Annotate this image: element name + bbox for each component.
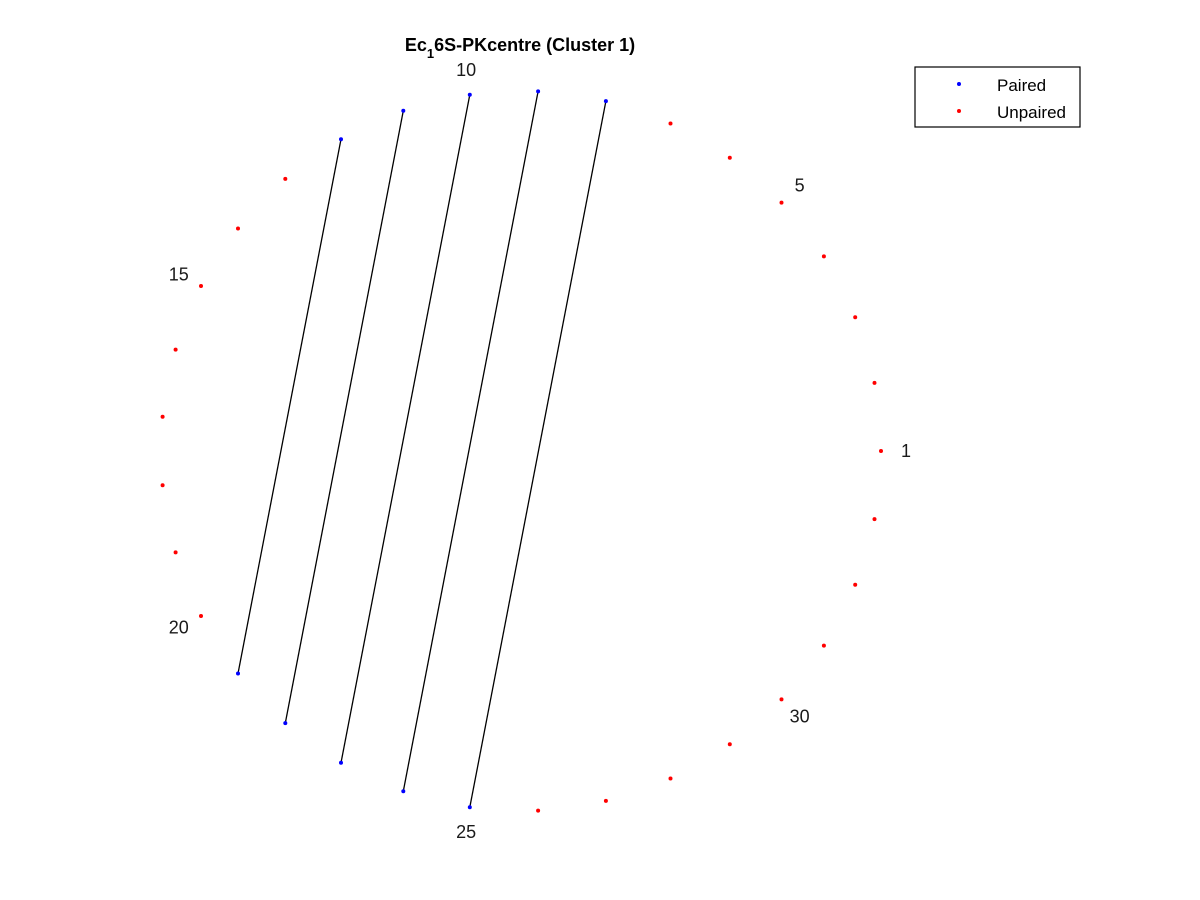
paired-point-24 <box>401 789 406 794</box>
legend-label-paired: Paired <box>997 76 1046 95</box>
position-label-20: 20 <box>169 617 189 637</box>
unpaired-point-17 <box>160 414 165 419</box>
unpaired-point-16 <box>173 347 178 352</box>
legend-label-unpaired: Unpaired <box>997 103 1066 122</box>
pair-line-11-22 <box>284 110 404 724</box>
position-label-25: 25 <box>456 822 476 842</box>
unpaired-point-29 <box>727 742 732 747</box>
paired-point-12 <box>339 137 343 142</box>
unpaired-point-13 <box>283 176 288 181</box>
legend-marker-paired <box>957 82 961 86</box>
paired-point-11 <box>401 108 406 113</box>
position-label-5: 5 <box>795 175 805 195</box>
chart-title-main: Ec <box>405 35 427 55</box>
pair-line-12-21 <box>237 139 342 674</box>
unpaired-point-26 <box>536 808 541 813</box>
chart-title-subscript: 1 <box>427 46 434 61</box>
legend: Paired Unpaired <box>914 66 1081 128</box>
unpaired-point-19 <box>173 550 178 555</box>
unpaired-point-33 <box>872 517 877 522</box>
paired-point-21 <box>236 671 240 676</box>
unpaired-point-30 <box>779 697 784 702</box>
position-label-10: 10 <box>456 60 476 80</box>
legend-box <box>914 66 1081 128</box>
position-points <box>160 89 883 813</box>
unpaired-point-32 <box>853 582 858 587</box>
pair-line-10-23 <box>340 94 471 763</box>
unpaired-point-6 <box>727 155 732 160</box>
unpaired-point-28 <box>668 776 673 781</box>
unpaired-point-5 <box>779 200 784 205</box>
unpaired-point-14 <box>236 226 240 231</box>
paired-point-9 <box>536 89 541 94</box>
unpaired-point-31 <box>821 643 826 648</box>
pair-line-8-25 <box>469 100 607 808</box>
chart-title-rest: 6S-PKcentre (Cluster 1) <box>434 35 635 55</box>
chart-title: Ec16S-PKcentre (Cluster 1) <box>405 35 635 61</box>
unpaired-point-18 <box>160 483 165 488</box>
position-label-15: 15 <box>169 265 189 285</box>
unpaired-point-1 <box>879 449 883 453</box>
paired-point-10 <box>467 92 472 97</box>
unpaired-point-7 <box>668 121 673 126</box>
pair-line-9-24 <box>402 91 539 792</box>
unpaired-point-3 <box>853 315 858 320</box>
unpaired-point-27 <box>603 798 608 803</box>
paired-point-25 <box>467 805 472 810</box>
unpaired-point-15 <box>199 284 203 288</box>
unpaired-point-20 <box>199 614 203 618</box>
paired-point-8 <box>603 99 608 104</box>
unpaired-point-2 <box>872 380 877 385</box>
pair-lines <box>237 91 607 808</box>
position-label-30: 30 <box>790 707 810 727</box>
position-label-1: 1 <box>901 441 911 461</box>
unpaired-point-4 <box>821 254 826 259</box>
paired-point-23 <box>339 760 343 765</box>
paired-point-22 <box>283 721 288 726</box>
legend-marker-unpaired <box>957 109 961 113</box>
